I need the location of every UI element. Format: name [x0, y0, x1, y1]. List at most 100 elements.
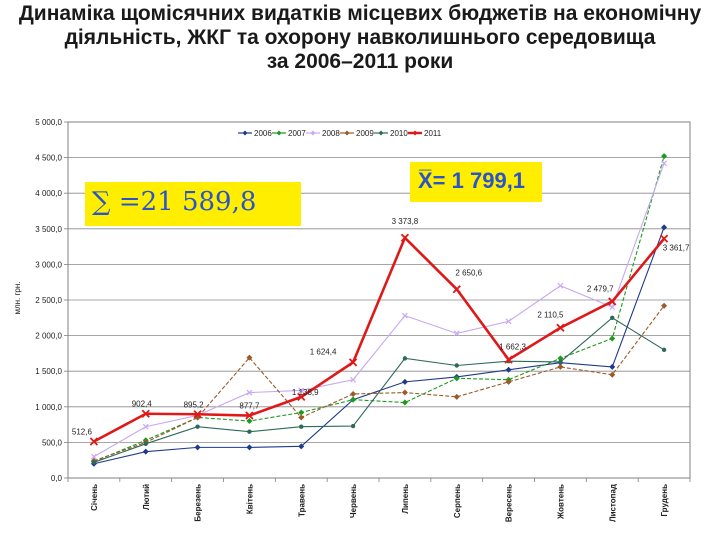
point-2009: [246, 354, 253, 361]
point-2007: [661, 153, 668, 160]
series-line-2009: [93, 305, 665, 462]
legend-entry: 2009: [356, 129, 374, 138]
point-2008: [350, 376, 357, 383]
x-tick-label: Січень: [90, 484, 99, 511]
legend-marker: [276, 130, 282, 136]
x-tick-label: Квітень: [245, 484, 254, 514]
point-2008: [505, 318, 512, 325]
x-tick-label: Серпень: [453, 484, 462, 518]
point-2010: [350, 423, 356, 429]
y-tick-label: 0,0: [51, 474, 63, 483]
y-tick-label: 500,0: [42, 438, 63, 447]
point-2007: [298, 409, 305, 416]
point-2010: [454, 363, 459, 368]
point-2007: [609, 335, 616, 342]
title-line-2: діяльність, ЖКГ та охорону навколишнього…: [64, 26, 656, 49]
data-label: 902,4: [132, 400, 153, 409]
y-tick-label: 4 500,0: [35, 154, 62, 163]
x-tick-label: Травень: [297, 484, 306, 517]
x-tick-label: Червень: [349, 484, 358, 518]
point-2011: [141, 409, 150, 418]
data-label: 895,2: [184, 400, 205, 409]
legend-marker: [344, 130, 350, 136]
point-2011: [348, 358, 358, 367]
point-2006: [609, 363, 616, 370]
point-2011: [504, 355, 513, 364]
point-2009: [401, 389, 408, 396]
data-label: 2 479,7: [587, 284, 614, 293]
y-tick-label: 2 000,0: [35, 332, 62, 341]
chart-title: Динаміка щомісячних видатків місцевих бю…: [0, 2, 720, 74]
point-2010: [661, 347, 667, 353]
point-2008: [142, 423, 149, 430]
legend-entry: 2006: [254, 129, 272, 138]
point-2009: [453, 393, 460, 400]
point-2010: [247, 429, 252, 434]
title-line-3: за 2006–2011 роки: [266, 50, 454, 73]
data-label: 877,7: [239, 402, 260, 411]
point-2010: [91, 460, 97, 465]
point-2011: [452, 285, 461, 294]
point-2008: [246, 389, 253, 396]
point-2006: [194, 444, 201, 451]
mean-highlight-box: [410, 162, 542, 202]
data-label: 1 138,9: [292, 388, 319, 397]
point-2009: [298, 414, 305, 421]
series-line-2011: [93, 235, 666, 443]
x-tick-label: Грудень: [660, 484, 669, 517]
point-2008: [661, 160, 668, 167]
sum-label: ∑ =21 589,8: [92, 187, 257, 217]
point-2007: [350, 396, 357, 403]
point-2008: [298, 387, 305, 394]
legend-marker: [378, 130, 384, 136]
point-2006: [505, 366, 512, 373]
point-2010: [299, 424, 304, 429]
point-2008: [90, 453, 97, 460]
point-2011: [400, 233, 410, 242]
legend-entry: 2010: [390, 129, 408, 138]
x-tick-label: Лютий: [142, 484, 151, 510]
legend-entry: 2008: [322, 129, 340, 138]
x-tick-label: Листопад: [608, 484, 617, 522]
data-label: 3 373,8: [392, 217, 419, 226]
point-2006: [246, 444, 253, 451]
series-line-2006: [93, 227, 665, 465]
point-2009: [350, 390, 357, 397]
series-line-2010: [93, 317, 665, 463]
point-2007: [453, 375, 460, 382]
point-2011: [193, 410, 202, 419]
point-2006: [401, 378, 408, 385]
legend-entry: 2011: [424, 129, 442, 138]
point-2006: [298, 443, 305, 450]
data-label: 1 624,4: [310, 347, 337, 356]
title-line-1: Динаміка щомісячних видатків місцевих бю…: [18, 2, 702, 25]
point-2008: [401, 312, 408, 319]
y-tick-label: 3 500,0: [35, 225, 62, 234]
y-tick-label: 4 000,0: [35, 189, 62, 198]
point-2009: [505, 378, 512, 385]
y-tick-label: 1 000,0: [35, 403, 62, 412]
x-tick-label: Жовтень: [556, 484, 565, 520]
point-2011: [659, 234, 669, 243]
point-2008: [453, 330, 460, 337]
point-2011: [608, 297, 617, 306]
point-2007: [557, 355, 564, 362]
y-tick-label: 5 000,0: [35, 118, 62, 127]
data-label: 512,6: [72, 428, 93, 437]
y-tick-label: 2 500,0: [35, 296, 62, 305]
data-label: 2 110,5: [537, 311, 564, 320]
point-2010: [402, 356, 408, 361]
point-2008: [557, 282, 564, 289]
point-2010: [195, 424, 200, 429]
point-2011: [245, 411, 254, 420]
legend-entry: 2007: [288, 129, 306, 138]
point-2006: [142, 448, 149, 455]
x-tick-label: Липень: [401, 484, 410, 514]
point-2009: [661, 302, 668, 309]
legend-marker: [310, 130, 316, 136]
series-line-2008: [93, 163, 665, 458]
sum-highlight-box: [85, 182, 301, 226]
point-2009: [609, 371, 616, 378]
point-2006: [661, 224, 668, 231]
